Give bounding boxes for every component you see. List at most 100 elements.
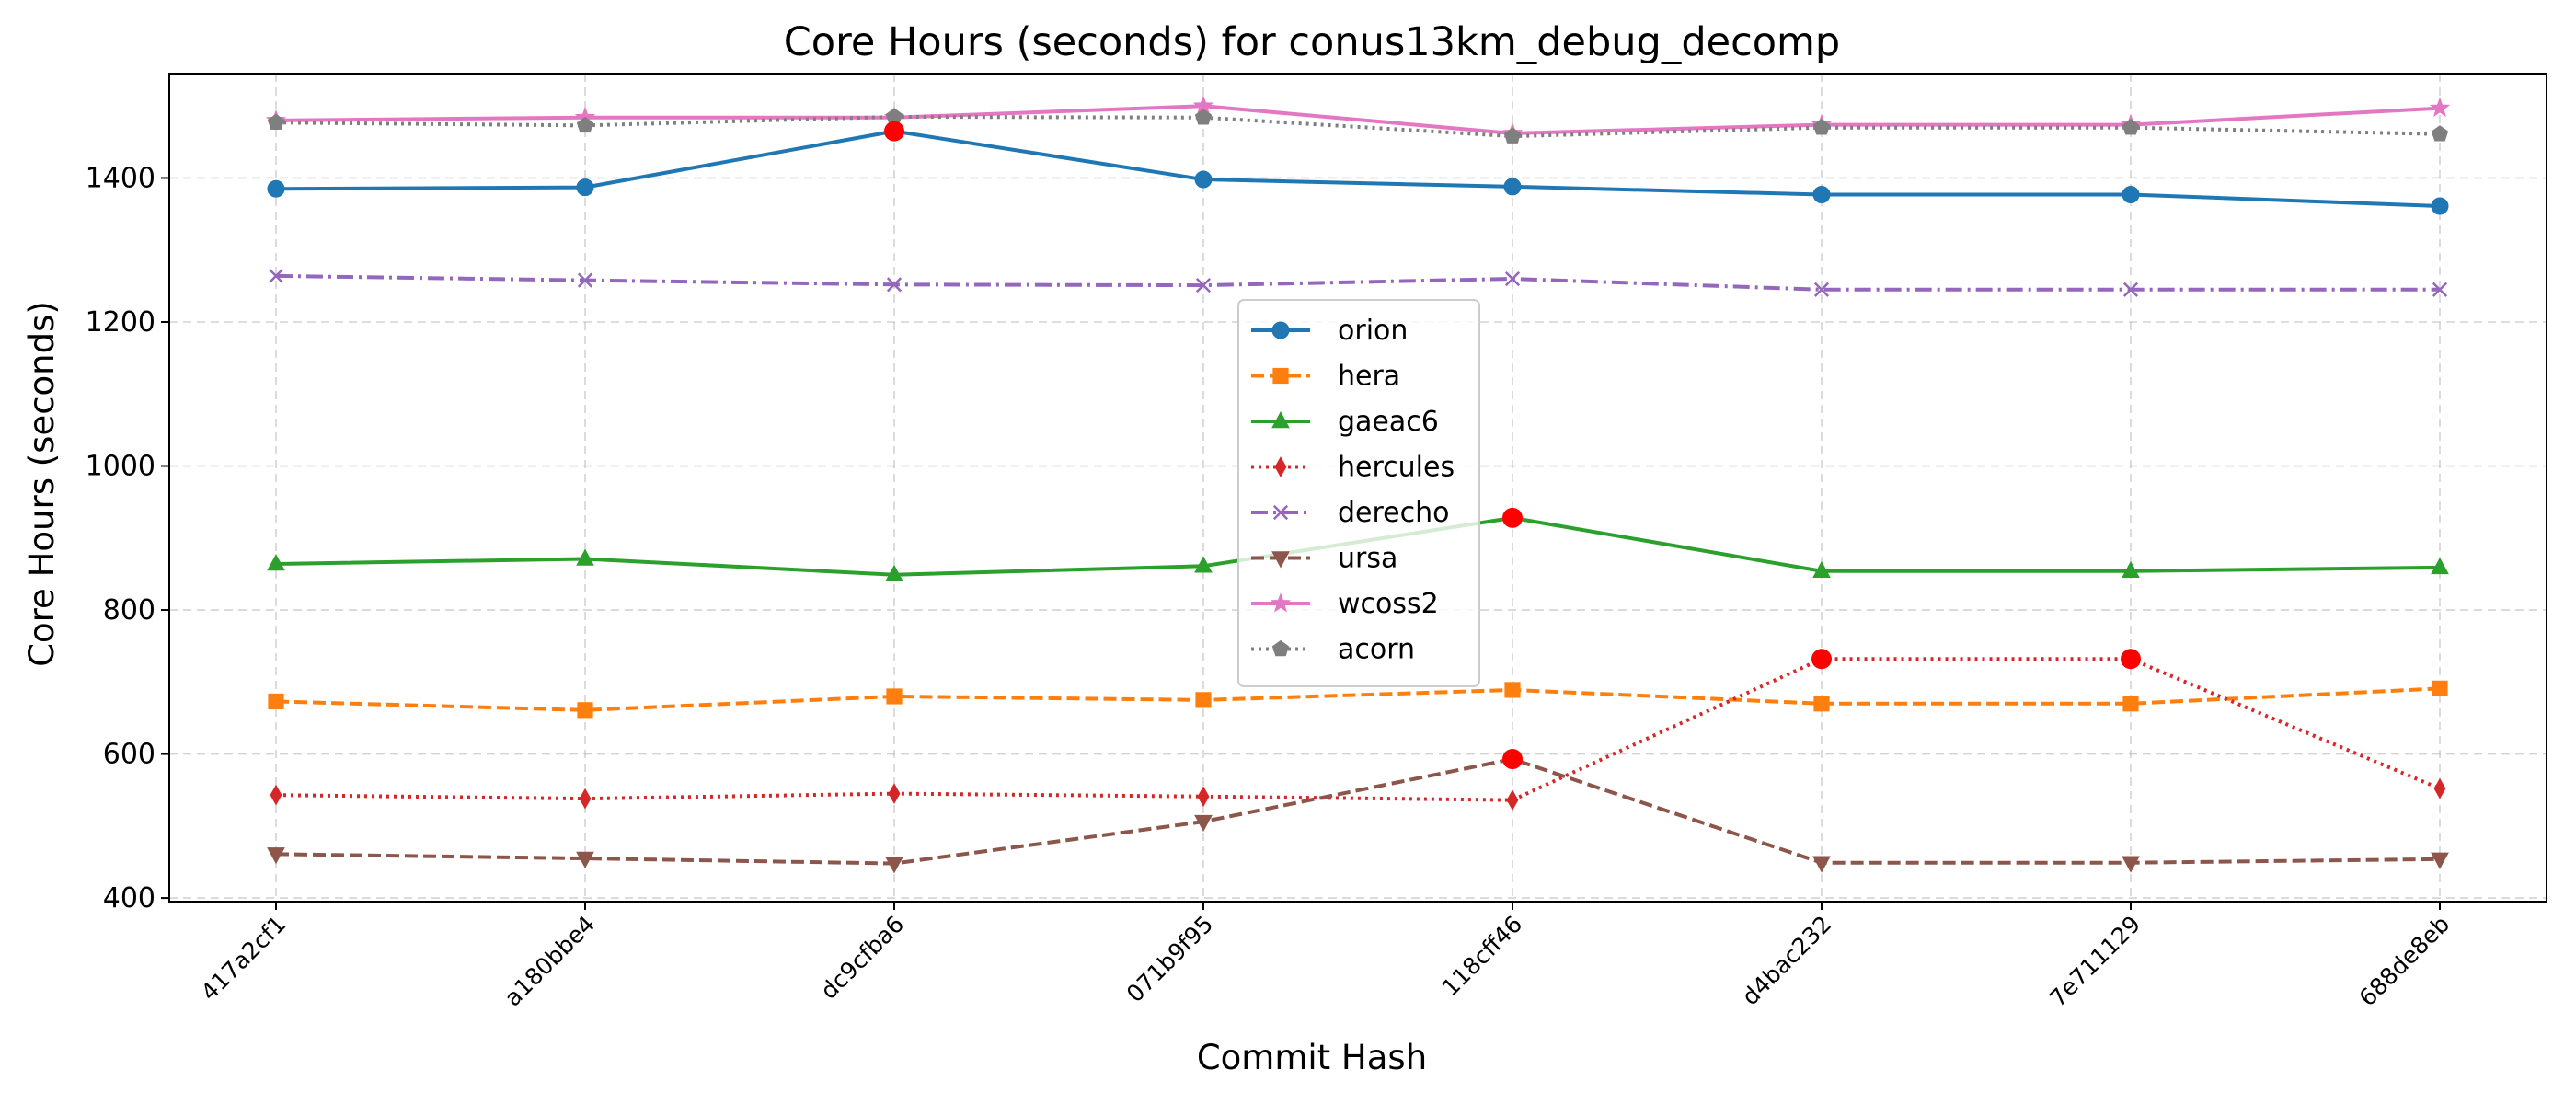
point-wcoss2-688de8eb [2429, 97, 2451, 118]
point-orion-7e711129 [2122, 185, 2140, 203]
point-hera-118cff46 [1504, 682, 1521, 698]
point-gaeac6-dc9cfba6 [885, 564, 903, 581]
series-lines [265, 95, 2451, 874]
y-tick-label: 600 [103, 739, 155, 771]
point-ursa-417a2cf1 [267, 847, 285, 865]
legend-swatch-marker [1271, 411, 1290, 429]
legend-label: hercules [1338, 452, 1455, 484]
point-orion-071b9f95 [1194, 170, 1213, 189]
point-acorn-7e711129 [2122, 119, 2140, 135]
point-hercules-dc9cfba6 [888, 783, 901, 804]
line-hercules [275, 657, 2441, 802]
legend-swatch-marker [1271, 639, 1290, 657]
highlight-gaeac6-118cff46 [1502, 507, 1523, 528]
legend-item-gaeac6: gaeac6 [1251, 406, 1439, 438]
series-derecho [268, 268, 2448, 297]
highlight-orion-dc9cfba6 [884, 121, 904, 142]
y-tick-label: 400 [103, 882, 155, 914]
legend-item-wcoss2: wcoss2 [1251, 588, 1439, 620]
series-ursa [267, 752, 2449, 874]
point-derecho-dc9cfba6 [886, 277, 903, 293]
series-wcoss2 [265, 95, 2451, 143]
point-orion-118cff46 [1503, 178, 1522, 196]
y-tick-label: 1200 [86, 306, 155, 339]
point-hercules-a180bbe4 [579, 788, 592, 810]
highlight-hercules-d4bac232 [1811, 649, 1832, 670]
point-hera-688de8eb [2432, 680, 2448, 696]
point-hera-a180bbe4 [577, 702, 593, 719]
legend-label: derecho [1338, 497, 1450, 529]
point-derecho-a180bbe4 [577, 272, 593, 288]
plot-frame [168, 73, 2547, 903]
point-acorn-071b9f95 [1194, 109, 1213, 125]
point-acorn-118cff46 [1503, 127, 1522, 144]
series-orion [267, 122, 2449, 215]
line-wcoss2 [275, 104, 2441, 135]
point-hercules-118cff46 [1506, 789, 1519, 811]
legend-label: ursa [1338, 543, 1397, 575]
point-hera-d4bac232 [1813, 696, 1830, 712]
point-hera-071b9f95 [1195, 692, 1212, 708]
y-tick-label: 1400 [86, 162, 155, 194]
line-hera [275, 686, 2441, 712]
point-gaeac6-d4bac232 [1812, 560, 1831, 579]
point-orion-417a2cf1 [267, 179, 285, 198]
point-ursa-dc9cfba6 [885, 857, 903, 874]
highlight-hercules-7e711129 [2121, 649, 2141, 670]
legend-swatch-marker [1272, 367, 1289, 385]
legend-swatch-marker [1274, 456, 1287, 477]
point-derecho-7e711129 [2122, 282, 2139, 297]
legend-swatch-marker [1270, 592, 1292, 613]
point-hera-dc9cfba6 [886, 688, 903, 705]
x-tick-label: 688de8eb [2354, 911, 2455, 1012]
point-hercules-417a2cf1 [270, 784, 282, 806]
line-ursa [275, 757, 2441, 866]
legend-label: wcoss2 [1338, 588, 1439, 620]
point-derecho-688de8eb [2432, 282, 2448, 297]
x-tick-label: 417a2cf1 [196, 911, 292, 1006]
point-acorn-688de8eb [2431, 125, 2449, 142]
legend-swatch-marker [1271, 321, 1290, 339]
legend-item-derecho: derecho [1251, 497, 1450, 529]
point-derecho-d4bac232 [1813, 282, 1830, 297]
x-tick-label: dc9cfba6 [815, 911, 909, 1005]
legend-label: orion [1338, 315, 1408, 347]
point-ursa-d4bac232 [1812, 856, 1831, 873]
point-hercules-071b9f95 [1197, 786, 1210, 808]
legend-label: hera [1338, 361, 1400, 393]
point-derecho-071b9f95 [1195, 278, 1212, 293]
legend-swatch-marker [1271, 551, 1290, 569]
x-tick-label: a180bbe4 [500, 911, 601, 1012]
legend-item-orion: orion [1251, 315, 1408, 347]
x-axis-title: Commit Hash [1197, 1038, 1427, 1077]
point-gaeac6-417a2cf1 [267, 554, 285, 571]
point-acorn-417a2cf1 [267, 113, 285, 130]
point-ursa-071b9f95 [1194, 814, 1213, 833]
chart-title: Core Hours (seconds) for conus13km_debug… [784, 19, 1840, 65]
legend-item-hera: hera [1251, 361, 1400, 393]
legend: orion hera gaeac6 hercules derecho ursa wcoss2… [1237, 299, 1480, 687]
point-gaeac6-071b9f95 [1194, 556, 1213, 573]
y-tick-label: 1000 [86, 451, 155, 483]
point-ursa-688de8eb [2431, 852, 2449, 869]
legend-label: acorn [1338, 634, 1415, 666]
x-tick-label: 7e711129 [2044, 911, 2145, 1012]
highlight-points [884, 121, 2141, 770]
line-derecho [275, 273, 2440, 292]
point-ursa-a180bbe4 [576, 851, 594, 868]
legend-item-ursa: ursa [1251, 543, 1397, 575]
point-acorn-a180bbe4 [576, 116, 594, 133]
point-gaeac6-a180bbe4 [576, 548, 594, 566]
line-orion [275, 129, 2441, 208]
point-hera-417a2cf1 [268, 693, 284, 710]
point-hercules-688de8eb [2433, 777, 2446, 799]
point-gaeac6-7e711129 [2122, 560, 2140, 579]
legend-box [1237, 299, 1480, 687]
series-hercules [270, 648, 2446, 811]
point-hera-7e711129 [2122, 696, 2139, 712]
y-axis-title: Core Hours (seconds) [22, 301, 62, 667]
x-tick-label: d4bac232 [1737, 911, 1836, 1010]
point-gaeac6-688de8eb [2431, 557, 2449, 575]
